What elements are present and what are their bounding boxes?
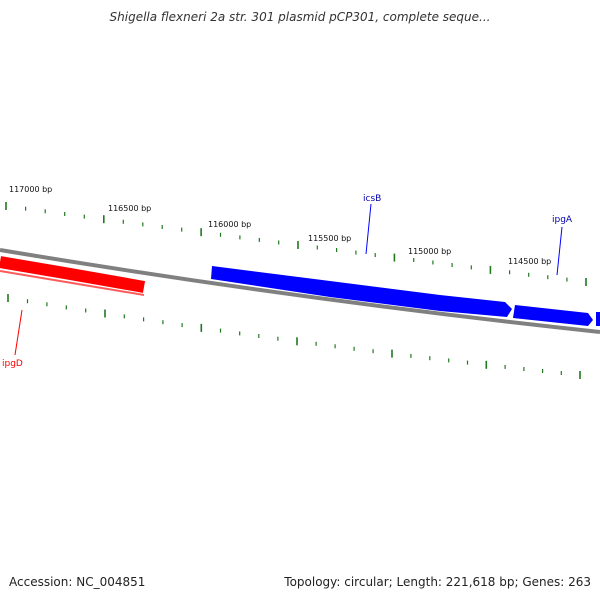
- gene-icsb-leader: [365, 203, 372, 255]
- bp-label-115500: 115500 bp: [308, 234, 351, 243]
- bp-label-116500: 116500 bp: [108, 204, 151, 213]
- gene-ipgd-feature[interactable]: [0, 256, 146, 293]
- gene-label-icsb[interactable]: icsB: [363, 194, 381, 204]
- bp-label-115000: 115000 bp: [408, 247, 451, 256]
- map-title: Shigella flexneri 2a str. 301 plasmid pC…: [109, 10, 491, 24]
- top-tick-marks: [5, 202, 587, 286]
- bp-label-117000: 117000 bp: [9, 185, 52, 194]
- gene-ipgd-leader: [14, 309, 23, 356]
- gene-icsb-feature[interactable]: [211, 266, 512, 317]
- gene-label-ipgd[interactable]: ipgD: [2, 359, 23, 369]
- bp-label-114500: 114500 bp: [508, 257, 551, 266]
- bp-label-116000: 116000 bp: [208, 220, 251, 229]
- gene-label-ipga[interactable]: ipgA: [552, 215, 573, 225]
- bottom-tick-marks: [7, 294, 581, 379]
- gene-ipgd-highlight: [0, 270, 145, 296]
- gene-ipga-leader: [556, 226, 563, 276]
- gene-ipga-feature[interactable]: [513, 305, 593, 326]
- topology-summary-text: Topology: circular; Length: 221,618 bp; …: [284, 575, 591, 589]
- gene-partial-feature[interactable]: [596, 312, 600, 326]
- accession-text: Accession: NC_004851: [9, 575, 146, 589]
- plasmid-backbone: [0, 248, 600, 334]
